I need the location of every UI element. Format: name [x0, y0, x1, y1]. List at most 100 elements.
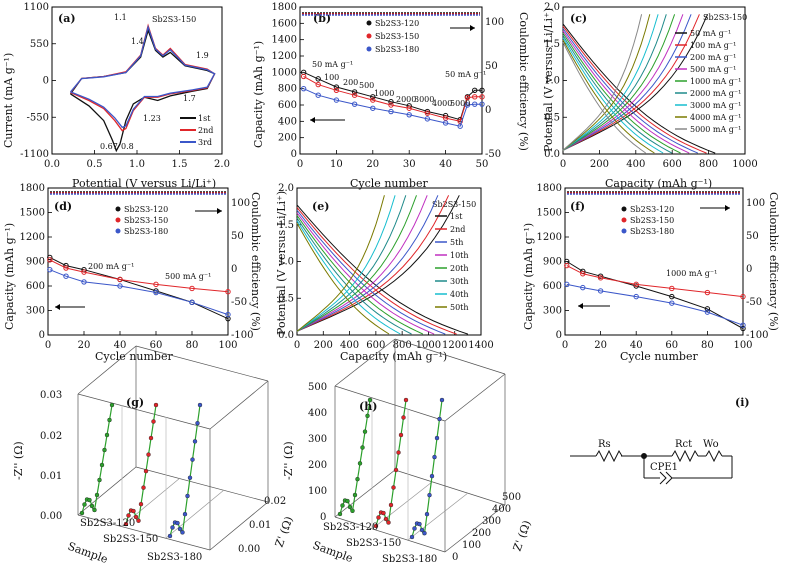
- y-tick-label: 1800: [20, 183, 45, 194]
- capacity-point: [225, 311, 231, 318]
- legend-b-120: Sb2S3-120: [375, 19, 419, 28]
- panel-g-xtick-0.01: 0.01: [249, 520, 271, 531]
- y2-tick-label: 0: [231, 264, 237, 275]
- discharge-curve: [562, 28, 698, 154]
- x-tick-label: 800: [699, 159, 718, 170]
- eis-point: [350, 508, 355, 514]
- eis-point: [138, 501, 144, 507]
- y-tick-label: 0: [39, 330, 45, 341]
- x-tick-label: 1.5: [172, 159, 188, 170]
- y-tick-label: 0.0: [544, 149, 560, 160]
- y-tick-label: 800: [278, 84, 297, 95]
- capacity-point: [564, 281, 570, 288]
- discharge-curve: [296, 212, 435, 335]
- y-tick-label: 1.0: [544, 76, 560, 87]
- capacity-point: [300, 85, 307, 92]
- eis-point: [141, 485, 146, 490]
- panel-a-plot: [69, 23, 216, 153]
- charge-curve: [296, 195, 439, 332]
- eis-point: [177, 526, 183, 532]
- legend-entry: 2nd: [450, 225, 465, 234]
- legend-entry: 5000 mA g⁻¹: [690, 125, 741, 134]
- legend-entry: 1000 mA g⁻¹: [690, 77, 741, 86]
- panel-h-ztick-500: 500: [308, 382, 327, 393]
- panel-c-legend: 50 mA g⁻¹ 100 mA g⁻¹ 200 mA g⁻¹ 500 mA g⁻¹ 1…: [675, 29, 741, 134]
- resistor-rct: [671, 449, 699, 463]
- panel-g-sample-120: Sb2S3-120: [80, 518, 135, 529]
- eis-point: [376, 515, 381, 520]
- capacity-point: [479, 87, 485, 94]
- eis-point: [419, 527, 425, 533]
- legend-entry: 20th: [450, 264, 469, 273]
- y2-tick-label: 50: [485, 61, 498, 72]
- eis-point: [82, 502, 87, 507]
- eis-point: [175, 520, 180, 526]
- eis-point: [102, 447, 107, 453]
- panel-h-xtick-500: 500: [502, 492, 521, 503]
- annot-d-200: 200 mA g⁻¹: [88, 262, 134, 271]
- y-tick-label: 0.0: [278, 330, 294, 341]
- y-tick-label: 600: [26, 281, 45, 292]
- capacity-point: [704, 309, 711, 315]
- eis-point: [99, 462, 105, 468]
- capacity-point: [370, 97, 376, 103]
- panel-d-ylabel: Capacity (mAh g⁻¹): [3, 223, 16, 330]
- capacity-point: [153, 288, 159, 294]
- capacity-point: [479, 101, 485, 107]
- x-tick-label: 0: [560, 159, 566, 170]
- y-tick-label: 2.0: [278, 183, 294, 194]
- annot-b-50b: 50 mA g⁻¹: [445, 70, 486, 79]
- annot-0.67: 0.67: [100, 142, 118, 151]
- panel-d-arrows: [55, 208, 222, 310]
- panel-g-ztick-0.03: 0.03: [40, 390, 62, 401]
- panel-h-xlabel: Z' (Ω): [511, 519, 534, 553]
- panel-h-ztick-0: 0: [320, 512, 326, 523]
- capacity-line-Sb2S3-120: [49, 256, 229, 320]
- capacity-point: [669, 293, 675, 300]
- y-tick-label: 1000: [272, 67, 297, 78]
- warburg-wo: [705, 449, 723, 463]
- panel-d-legend: Sb2S3-120 Sb2S3-150 Sb2S3-180: [115, 205, 168, 236]
- panel-d-label: (d): [54, 200, 72, 213]
- legend-2nd: 2nd: [198, 126, 213, 135]
- panel-h-sample-150: Sb2S3-150: [346, 538, 401, 549]
- legend-3rd: 3rd: [198, 138, 212, 147]
- legend-entry: 50th: [450, 303, 469, 312]
- capacity-line-Sb2S3-150: [566, 265, 744, 298]
- annot-1.7: 1.7: [183, 94, 196, 103]
- panel-a-ticks: 0.0 0.5 1.0 1.5 2.0 1100 550 0 -550 -1100: [20, 2, 230, 170]
- eis-point: [360, 445, 365, 450]
- annot-1.1: 1.1: [114, 13, 127, 22]
- eis-point: [107, 417, 112, 423]
- eis-point: [153, 402, 159, 408]
- capacity-point: [153, 281, 159, 288]
- eis-point: [429, 473, 435, 479]
- y2-tick-label: 100: [231, 198, 250, 209]
- panel-h-ztick-100: 100: [308, 486, 327, 497]
- legend-entry: 30th: [450, 277, 469, 286]
- cpe-symbol: [659, 471, 673, 485]
- panel-a-xlabel: Potential (V versus Li/Li⁺): [72, 177, 216, 190]
- eis-point: [388, 502, 394, 508]
- cv-curve-1st: [69, 28, 216, 153]
- annot-1.23: 1.23: [143, 114, 161, 123]
- capacity-point: [225, 289, 231, 295]
- x-tick-label: 100: [218, 340, 237, 351]
- x-tick-label: 1000: [416, 340, 441, 351]
- legend-entry: 40th: [450, 290, 469, 299]
- y2-tick-label: -50: [231, 297, 247, 308]
- panel-f-xlabel: Cycle number: [620, 350, 698, 363]
- panel-b-plot: [300, 12, 485, 129]
- panel-c-xlabel: Capacity (mAh g⁻¹): [605, 177, 712, 190]
- y2-tick-label: 50: [231, 231, 244, 242]
- panel-b-ticks: 0 10 20 30 40 5018001600140012001000800600400…: [272, 2, 505, 170]
- eis-point: [417, 521, 422, 527]
- discharge-curve: [296, 209, 446, 335]
- x-tick-label: 40: [439, 159, 452, 170]
- charge-curve: [296, 195, 417, 332]
- panel-i: (i) Rs Rct Wo CPE1: [570, 396, 750, 485]
- panel-f-ylabel2: Coulombic efficiency (%): [767, 192, 780, 331]
- annot-b-5000: 5000: [450, 99, 470, 108]
- capacity-point: [81, 269, 87, 275]
